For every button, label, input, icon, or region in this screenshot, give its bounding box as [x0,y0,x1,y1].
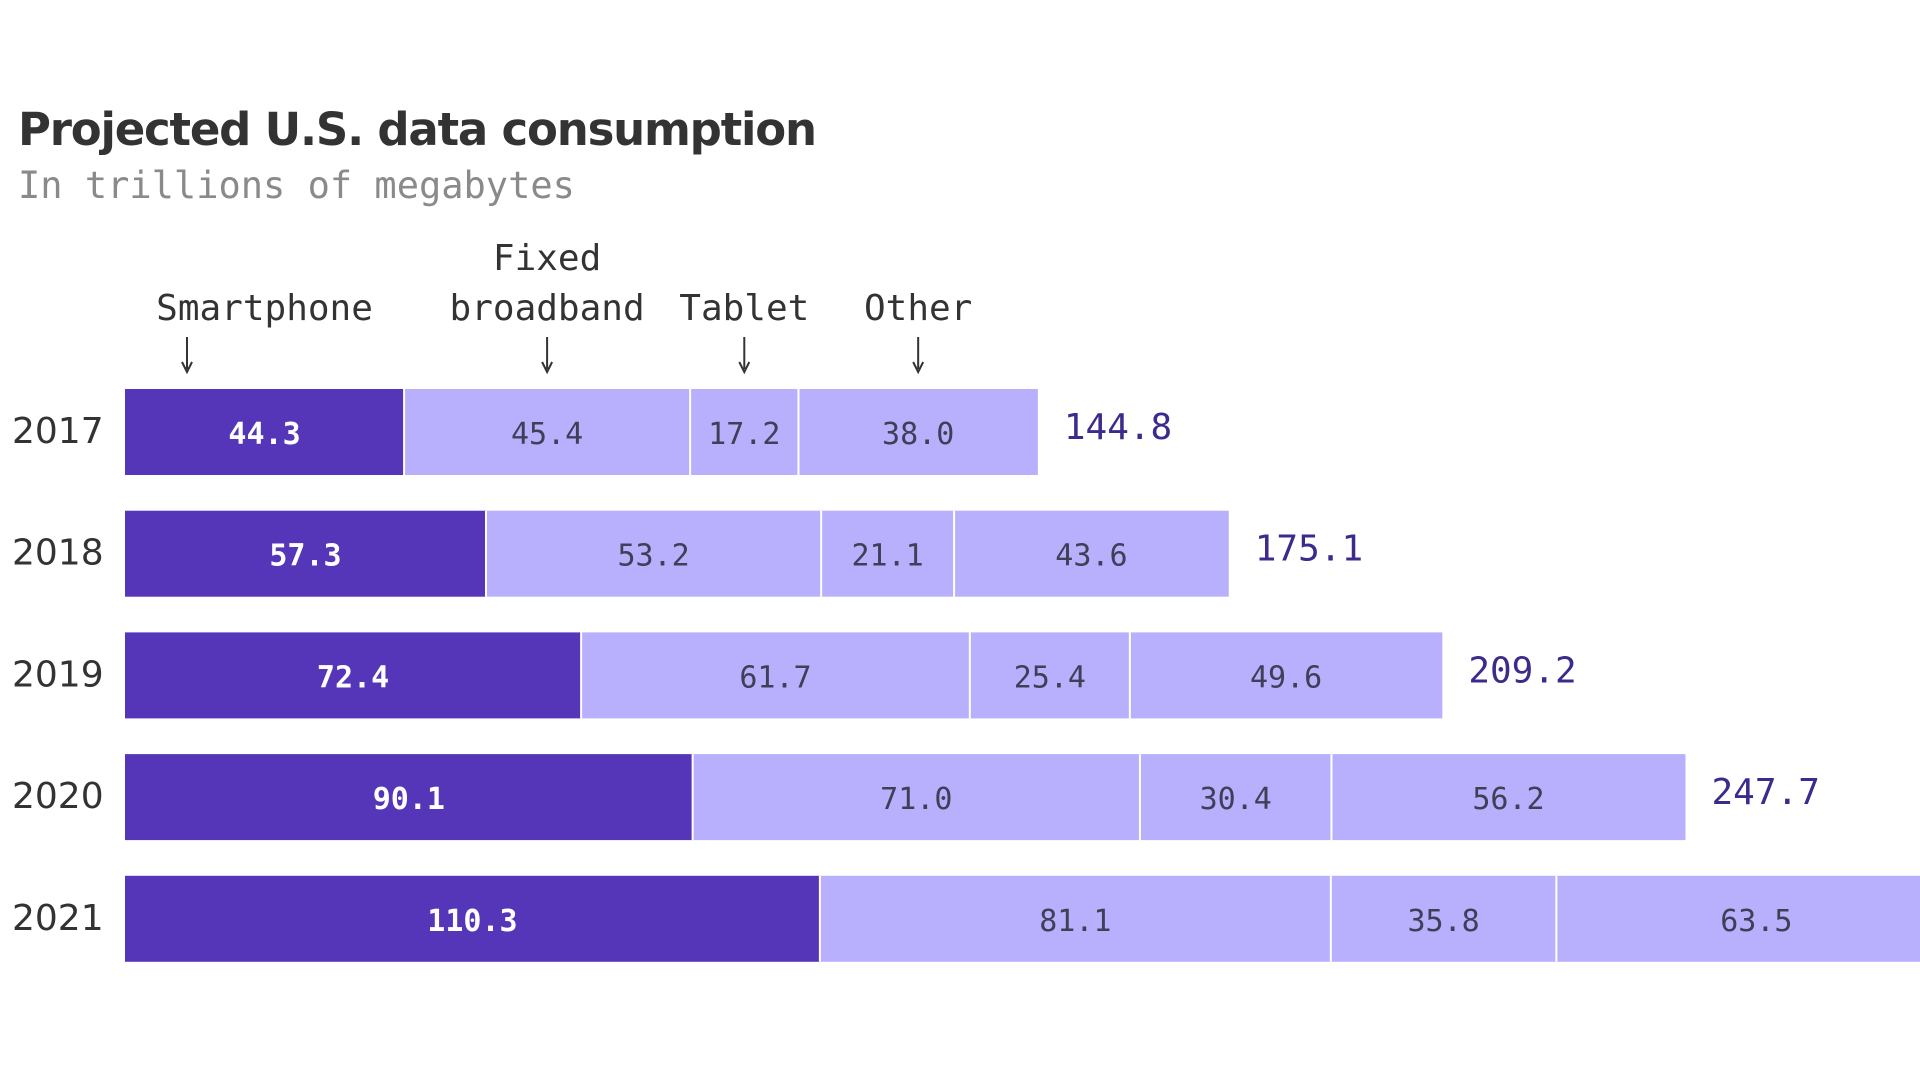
total-label-2019: 209.2 [1468,650,1576,691]
bar-tablet-2019 [969,632,1130,719]
chart-title: Projected U.S. data consumption [18,103,816,156]
value-label-fixed-broadband-2021: 81.1 [1039,904,1111,939]
value-label-other-2019: 49.6 [1250,660,1322,695]
legend-arrowhead-tablet [738,361,751,375]
value-label-tablet-2021: 35.8 [1407,904,1479,939]
value-label-tablet-2018: 21.1 [851,539,923,574]
value-label-tablet-2017: 17.2 [708,417,780,452]
bar-smartphone-2021 [125,875,820,962]
bar-other-2021 [1556,875,1920,962]
bar-smartphone-2019 [125,632,582,719]
bar-tablet-2018 [821,510,955,597]
year-label-2020: 2020 [12,776,104,817]
bar-tablet-2021 [1330,875,1557,962]
value-label-smartphone-2018: 57.3 [269,539,341,574]
chart-subtitle: In trillions of megabytes [18,164,575,207]
bar-tablet-2017 [690,389,799,475]
bar-other-2018 [954,510,1229,597]
legend-label-tablet: Tablet [679,288,809,329]
bars-group: 2017 44.3 45.4 17.2 38.0 144.8 2018 57.3 53.2 21.… [12,389,1920,962]
legend-label-other: Other [864,288,972,329]
value-label-fixed-broadband-2020: 71.0 [880,782,952,817]
legend-label-fixed-broadband-line-2: broadband [450,288,645,329]
total-label-2018: 175.1 [1255,529,1363,570]
value-label-fixed-broadband-2017: 45.4 [511,417,583,452]
bar-fixed-broadband-2021 [819,875,1331,962]
legend-arrowhead-fixed-broadband [541,361,553,375]
bar-smartphone-2020 [125,754,693,841]
value-label-other-2021: 63.5 [1720,904,1792,939]
value-label-other-2018: 43.6 [1055,539,1127,574]
bar-smartphone-2018 [125,510,486,597]
bar-fixed-broadband-2020 [692,754,1140,841]
year-label-2019: 2019 [12,654,104,695]
value-label-tablet-2019: 25.4 [1014,660,1086,695]
bar-smartphone-2017 [125,389,405,475]
value-label-other-2020: 56.2 [1472,782,1544,817]
value-label-smartphone-2019: 72.4 [317,660,389,695]
value-label-other-2017: 38.0 [882,417,954,452]
bar-fixed-broadband-2017 [404,389,691,475]
bar-fixed-broadband-2019 [581,632,970,719]
bar-other-2019 [1129,632,1443,719]
total-label-2017: 144.8 [1064,407,1172,448]
year-label-2018: 2018 [12,533,104,574]
bar-other-2020 [1331,754,1686,841]
legend-arrowhead-smartphone [181,361,193,375]
value-label-fixed-broadband-2018: 53.2 [617,539,689,574]
year-label-2017: 2017 [12,411,104,452]
year-label-2021: 2021 [12,898,104,939]
value-label-smartphone-2020: 90.1 [373,782,445,817]
value-label-smartphone-2017: 44.3 [228,417,300,452]
legend-label-fixed-broadband-line-1: Fixed [493,238,601,279]
value-label-smartphone-2021: 110.3 [427,904,517,939]
total-label-2020: 247.7 [1712,772,1820,813]
value-label-tablet-2020: 30.4 [1200,782,1272,817]
legend-arrowhead-other [912,361,925,375]
bar-tablet-2020 [1139,754,1332,841]
bar-other-2017 [798,389,1038,475]
series-legend: Smartphone Fixed broadband Tablet Other [156,238,972,375]
legend-label-smartphone: Smartphone [156,288,373,329]
value-label-fixed-broadband-2019: 61.7 [739,660,811,695]
bar-fixed-broadband-2018 [485,510,822,597]
